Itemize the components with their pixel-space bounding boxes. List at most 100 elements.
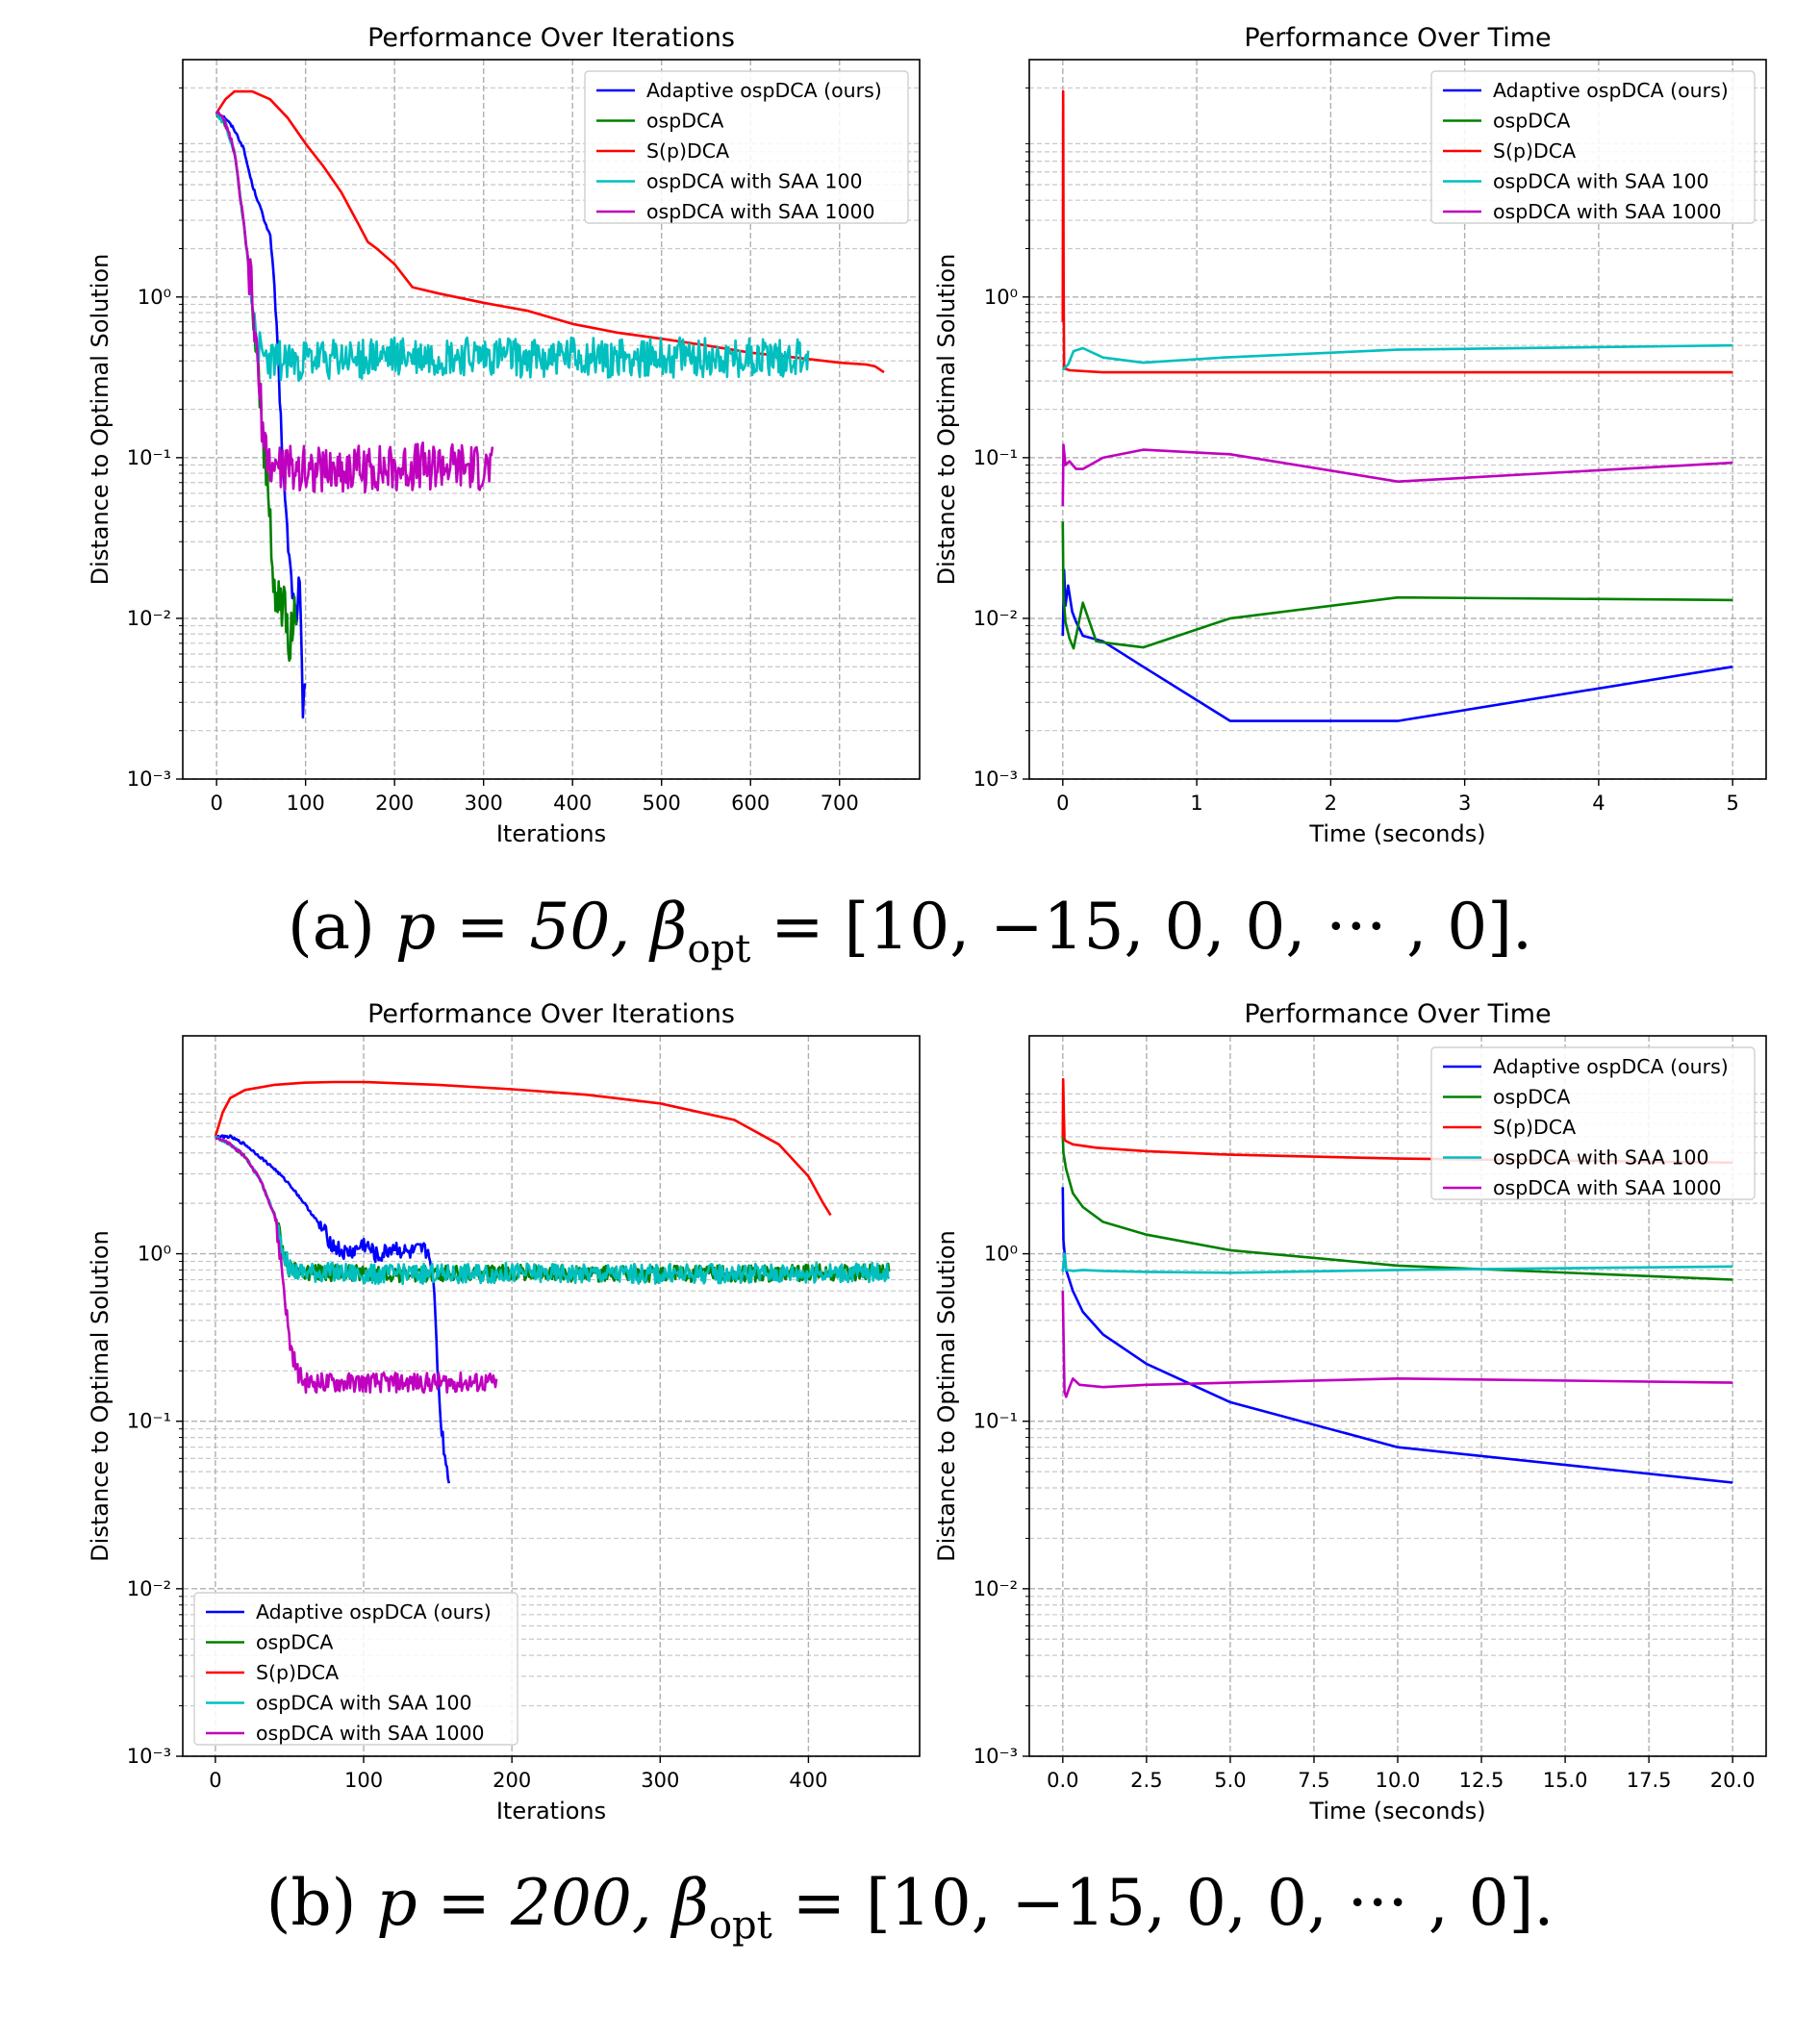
y-tick-label: 10⁰: [138, 286, 171, 309]
y-axis-label: Distance to Optimal Solution: [87, 254, 114, 586]
legend-label: S(p)DCA: [1493, 139, 1576, 163]
x-tick-label: 600: [731, 792, 770, 815]
chart-b_time: 0.0 2.5 5.0 7.5 10.0 12.5 15.0 17.5 20.0 10⁻³ 10⁻²…: [933, 999, 1767, 1825]
x-tick-label: 5.0: [1214, 1769, 1246, 1792]
y-tick-label: 10⁻³: [127, 1745, 171, 1768]
x-tick-label: 400: [553, 792, 592, 815]
legend-box: [584, 70, 909, 224]
series-line: [1061, 1136, 1733, 1281]
legend-label: Adaptive ospDCA (ours): [1493, 79, 1729, 102]
grid: [183, 60, 920, 780]
series-line: [1061, 568, 1733, 722]
series-group: [1061, 1077, 1733, 1484]
x-tick-label: 2: [1325, 792, 1337, 815]
legend-box: [193, 1592, 518, 1746]
caption-b: (b) p = 200, βopt = [10, −15, 0, 0, ··· …: [0, 1866, 1820, 1948]
series-line: [1061, 89, 1733, 374]
chart-a_iter: 0 100 200 300 400 500 600 700 10⁻³ 10⁻² 10⁻¹ 10⁰ Per…: [87, 23, 921, 847]
y-axis-label: Distance to Optimal Solution: [87, 1230, 114, 1562]
series-line: [214, 1080, 832, 1217]
chart-title: Performance Over Time: [1244, 23, 1551, 53]
x-tick-label: 3: [1458, 792, 1471, 815]
caption-a-beta: β: [650, 890, 688, 964]
legend-label: ospDCA: [646, 110, 723, 133]
y-tick-label: 10⁰: [984, 286, 1018, 309]
series-line: [215, 1134, 451, 1484]
y-tick-label: 10⁻²: [127, 607, 171, 630]
series-line: [214, 1135, 891, 1286]
y-tick-label: 10⁻²: [973, 1577, 1018, 1600]
legend-label: Adaptive ospDCA (ours): [1493, 1055, 1729, 1078]
x-tick-label: 7.5: [1298, 1769, 1329, 1792]
series-line: [1061, 521, 1733, 650]
legend-label: Adaptive ospDCA (ours): [256, 1600, 492, 1624]
x-tick-label: 500: [643, 792, 681, 815]
x-axis-label: Time (seconds): [1308, 820, 1485, 847]
series-group: [214, 1080, 891, 1484]
y-tick-label: 10⁻²: [973, 607, 1018, 630]
x-tick-label: 1: [1190, 792, 1202, 815]
legend-label: ospDCA with SAA 1000: [256, 1722, 485, 1745]
legend: Adaptive ospDCA (ours) ospDCA S(p)DCA ospDC…: [1430, 70, 1756, 224]
grid: [1029, 60, 1766, 780]
y-tick-label: 10⁻³: [973, 1745, 1018, 1768]
series-line: [1061, 1077, 1733, 1165]
legend-label: ospDCA with SAA 100: [256, 1692, 472, 1715]
legend-label: ospDCA with SAA 1000: [1493, 200, 1722, 223]
legend-box: [1430, 1046, 1756, 1200]
y-tick-label: 10⁰: [984, 1243, 1018, 1266]
x-tick-label: 20.0: [1710, 1769, 1756, 1792]
x-tick-label: 5: [1726, 792, 1738, 815]
x-tick-label: 0: [209, 1769, 221, 1792]
caption-b-label: (b): [265, 1866, 357, 1940]
x-axis-label: Time (seconds): [1308, 1798, 1485, 1825]
caption-b-rest: = [10, −15, 0, 0, ··· , 0].: [792, 1866, 1555, 1940]
legend: Adaptive ospDCA (ours) ospDCA S(p)DCA ospDC…: [584, 70, 909, 224]
plot-frame: [182, 1035, 921, 1757]
series-line: [1061, 1252, 1733, 1274]
x-tick-label: 2.5: [1130, 1769, 1162, 1792]
legend-label: S(p)DCA: [646, 139, 729, 163]
chart-title: Performance Over Time: [1244, 999, 1551, 1029]
legend-label: ospDCA: [1493, 110, 1570, 133]
x-tick-label: 100: [287, 792, 325, 815]
legend-label: ospDCA: [256, 1631, 333, 1654]
legend-label: ospDCA with SAA 100: [1493, 1146, 1709, 1170]
x-tick-label: 0.0: [1047, 1769, 1078, 1792]
caption-a-label: (a): [288, 890, 375, 964]
legend: Adaptive ospDCA (ours) ospDCA S(p)DCA ospDC…: [1430, 1046, 1756, 1200]
chart-title: Performance Over Iterations: [367, 23, 735, 53]
plot-frame: [182, 59, 921, 780]
x-tick-label: 200: [375, 792, 414, 815]
chart-a_time: 0 1 2 3 4 5 10⁻³ 10⁻² 10⁻¹ 10⁰ Performance Over Ti…: [933, 23, 1767, 847]
x-tick-label: 400: [789, 1769, 827, 1792]
series-line: [1061, 343, 1733, 371]
y-tick-label: 10⁻²: [127, 1577, 171, 1600]
chart-title: Performance Over Iterations: [367, 999, 735, 1029]
caption-a-p: p = 50,: [394, 890, 631, 964]
series-line: [215, 1136, 891, 1284]
legend-label: ospDCA with SAA 1000: [1493, 1176, 1722, 1199]
caption-a-rest: = [10, −15, 0, 0, ··· , 0].: [771, 890, 1532, 964]
series-line: [215, 110, 494, 494]
x-axis-label: Iterations: [496, 1798, 606, 1825]
series-line: [1061, 443, 1733, 507]
y-axis-label: Distance to Optimal Solution: [933, 1230, 960, 1562]
x-tick-label: 300: [465, 792, 503, 815]
series-line: [215, 111, 298, 663]
y-axis-label: Distance to Optimal Solution: [933, 254, 960, 586]
y-tick-label: 10⁰: [138, 1243, 171, 1266]
legend: Adaptive ospDCA (ours) ospDCA S(p)DCA ospDC…: [193, 1592, 518, 1746]
x-tick-label: 0: [210, 792, 222, 815]
legend-label: Adaptive ospDCA (ours): [646, 79, 882, 102]
chart-b_iter: 0 100 200 300 400 10⁻³ 10⁻² 10⁻¹ 10⁰ Performance …: [87, 999, 921, 1825]
x-tick-label: 10.0: [1376, 1769, 1421, 1792]
legend-label: ospDCA with SAA 100: [1493, 170, 1709, 193]
x-tick-label: 4: [1592, 792, 1605, 815]
x-tick-label: 17.5: [1627, 1769, 1672, 1792]
series-line: [215, 112, 307, 719]
x-tick-label: 100: [344, 1769, 383, 1792]
y-tick-label: 10⁻³: [973, 768, 1018, 791]
caption-b-beta-sub: opt: [708, 1903, 772, 1949]
